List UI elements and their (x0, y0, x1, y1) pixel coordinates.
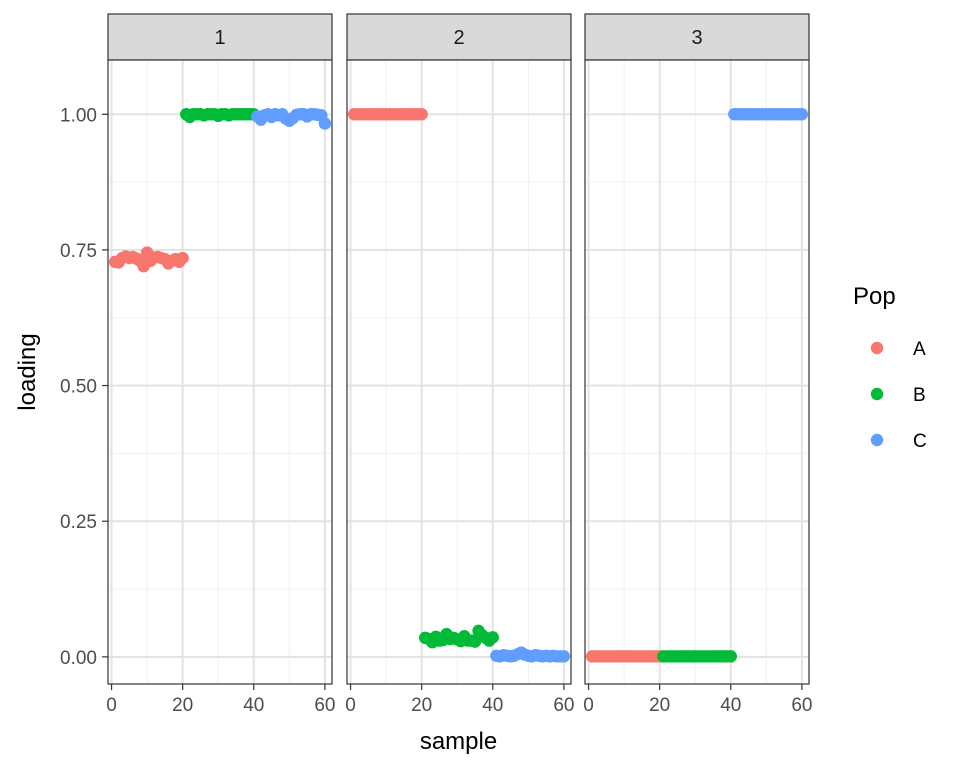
x-tick-label: 40 (243, 695, 264, 716)
series-A (585, 650, 666, 663)
y-tick-label: 0.75 (60, 241, 97, 262)
x-tick-label: 60 (314, 695, 335, 716)
panel-background (347, 60, 571, 684)
panel-background (585, 60, 809, 684)
data-point (415, 108, 428, 121)
y-tick-label: 1.00 (60, 105, 97, 126)
x-axis-title: sample (420, 728, 497, 755)
legend-entry-A: A (870, 339, 926, 360)
series-C (490, 646, 571, 663)
facet-panel-3: 3 0 20 40 60 (583, 13, 812, 716)
facet-strip-label: 1 (214, 27, 225, 49)
panel-border (584, 59, 810, 685)
data-point (795, 108, 809, 121)
x-tick-label: 0 (106, 695, 117, 716)
legend-title: Pop (853, 283, 896, 310)
x-tick-label: 20 (411, 695, 432, 716)
series-B (419, 624, 499, 649)
data-point (724, 650, 737, 663)
data-point (176, 251, 189, 265)
legend: Pop A B C (853, 283, 927, 452)
legend-label: B (913, 385, 926, 406)
x-tick-label: 40 (482, 695, 503, 716)
legend-label: C (913, 431, 927, 452)
legend-key (870, 387, 884, 401)
panel-border (346, 59, 572, 685)
y-axis-title: loading (14, 333, 41, 410)
facet-strip (346, 13, 572, 61)
x-tick-label: 60 (791, 695, 812, 716)
data-point (486, 631, 499, 644)
legend-key (870, 433, 884, 447)
legend-label: A (913, 339, 926, 360)
y-tick-label: 0.00 (60, 648, 97, 669)
x-tick-label: 40 (720, 695, 741, 716)
series-B (180, 108, 260, 124)
x-tick-label: 20 (172, 695, 193, 716)
legend-key (870, 341, 884, 355)
y-axis: 0.00 0.25 0.50 0.75 1.00 (60, 105, 108, 669)
facet-strip-label: 2 (453, 27, 464, 49)
series-A (347, 108, 428, 121)
series-C (251, 108, 332, 130)
panel-background (108, 60, 332, 684)
data-point (557, 650, 571, 663)
x-tick-label: 20 (649, 695, 670, 716)
series-C (728, 108, 809, 121)
data-point (318, 117, 332, 130)
facet-panel-1: 1 0 20 40 60 (106, 13, 335, 716)
panel-border (107, 59, 333, 685)
x-tick-label: 0 (583, 695, 594, 716)
y-tick-label: 0.25 (60, 512, 97, 533)
series-B (657, 650, 737, 663)
facet-panel-2: 20 20 40 60 (345, 13, 574, 716)
legend-entry-B: B (870, 385, 926, 406)
facet-strip-label: 3 (691, 27, 702, 49)
facet-strip (107, 13, 333, 61)
x-tick-label: 0 (345, 695, 356, 716)
x-tick-label: 60 (553, 695, 574, 716)
y-tick-label: 0.50 (60, 377, 97, 398)
series-A (108, 246, 189, 273)
legend-entry-C: C (870, 431, 927, 452)
